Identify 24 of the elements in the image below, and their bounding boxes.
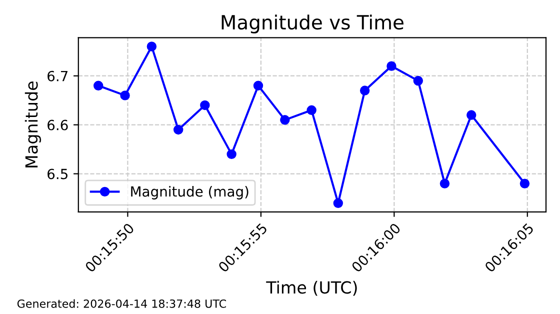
y-axis-title: Magnitude <box>24 82 42 168</box>
point <box>386 61 396 71</box>
point <box>466 110 476 120</box>
point <box>146 42 157 52</box>
point <box>333 198 344 208</box>
point <box>360 86 370 96</box>
chart-title: Magnitude vs Time <box>222 14 404 34</box>
point <box>280 115 290 125</box>
point <box>93 80 104 91</box>
text: Generated: 2026-04-14 18:37:48 UTC <box>17 299 226 308</box>
point <box>520 178 530 188</box>
legend-label: Magnitude (mag) <box>131 186 248 200</box>
point <box>226 149 236 160</box>
point <box>413 76 424 86</box>
point <box>306 105 316 115</box>
y-tick-label: 6.6 <box>48 120 68 130</box>
y-tick-label: 6.7 <box>48 70 68 82</box>
point <box>200 100 210 110</box>
point <box>440 178 450 188</box>
x-axis-title: Time (UTC) <box>266 280 357 296</box>
point <box>120 90 130 100</box>
y-tick-label: 6.5 <box>48 168 68 180</box>
point <box>173 124 184 135</box>
point <box>253 80 264 91</box>
